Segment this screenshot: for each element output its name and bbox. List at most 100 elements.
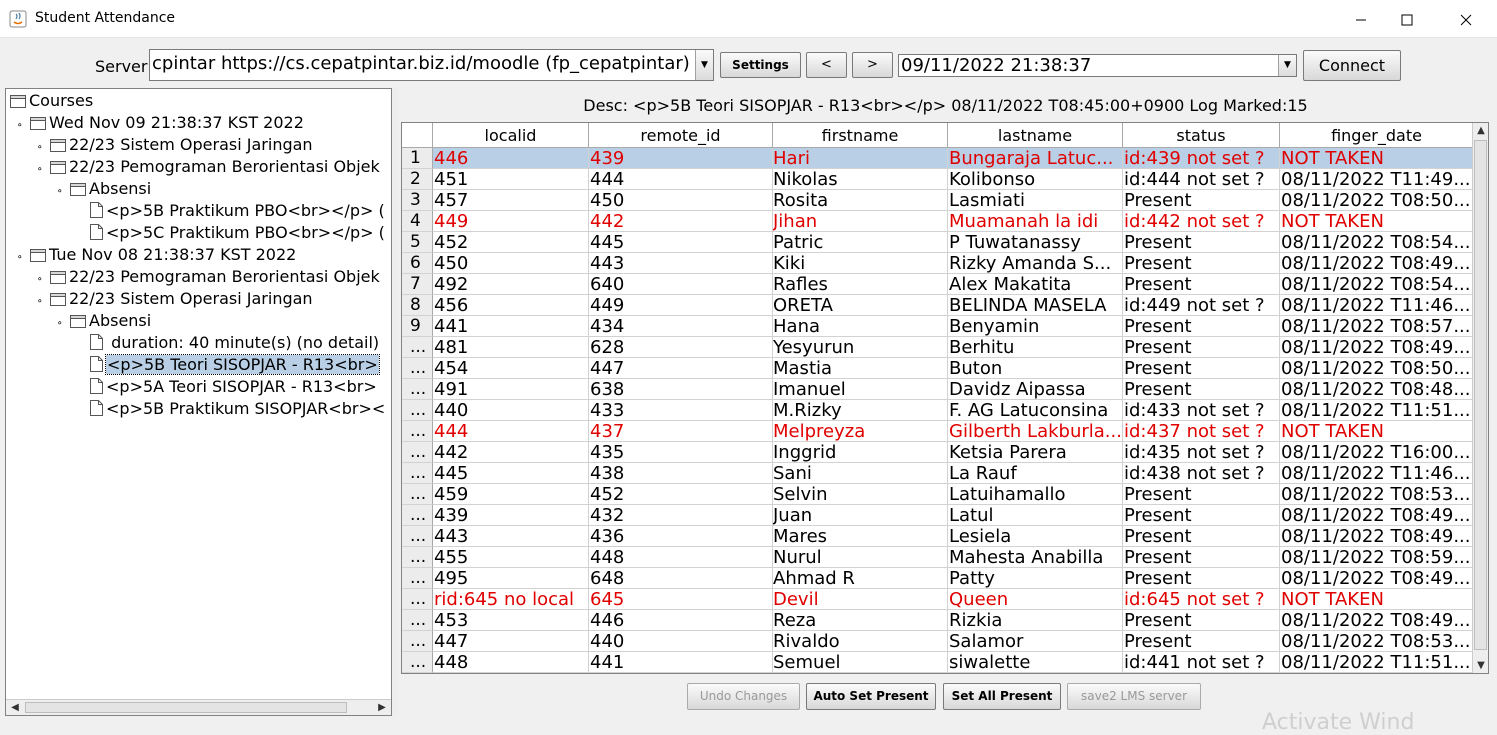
cell-status[interactable]: id:435 not set ? xyxy=(1123,442,1280,463)
cell-finger_date[interactable]: 08/11/2022 T11:49... xyxy=(1280,169,1474,190)
cell-status[interactable]: id:437 not set ? xyxy=(1123,421,1280,442)
cell-remote_id[interactable]: 437 xyxy=(589,421,773,442)
table-row[interactable]: 1 446 439 Hari Bungaraja Latuc... id:439 not… xyxy=(402,148,1474,169)
cell-localid[interactable]: 446 xyxy=(433,148,589,169)
cell-firstname[interactable]: Nurul xyxy=(773,547,948,568)
cell-finger_date[interactable]: 08/11/2022 T11:51... xyxy=(1280,652,1474,673)
cell-finger_date[interactable]: 08/11/2022 T08:53... xyxy=(1280,484,1474,505)
tree-item[interactable]: ⚬ 22/23 Pemograman Berorientasi Objek xyxy=(36,156,380,178)
table-row[interactable]: ... rid:645 no local 645 Devil Queen id:645 n… xyxy=(402,589,1474,610)
cell-lastname[interactable]: Benyamin xyxy=(948,316,1123,337)
cell-localid[interactable]: 451 xyxy=(433,169,589,190)
cell-firstname[interactable]: Nikolas xyxy=(773,169,948,190)
cell-status[interactable]: id:439 not set ? xyxy=(1123,148,1280,169)
column-header-localid[interactable]: localid xyxy=(433,123,589,148)
tree-item[interactable]: Courses xyxy=(10,90,93,112)
table-row[interactable]: ... 442 435 Inggrid Ketsia Parera id:435 not … xyxy=(402,442,1474,463)
cell-status[interactable]: id:645 not set ? xyxy=(1123,589,1280,610)
tree-expand-handle-icon[interactable]: ⚬ xyxy=(36,165,44,175)
cell-localid[interactable]: 459 xyxy=(433,484,589,505)
cell-status[interactable]: id:442 not set ? xyxy=(1123,211,1280,232)
cell-status[interactable]: Present xyxy=(1123,379,1280,400)
tree-item[interactable]: ⚬ Tue Nov 08 21:38:37 KST 2022 xyxy=(16,244,296,266)
cell-firstname[interactable]: Devil xyxy=(773,589,948,610)
cell-firstname[interactable]: Hari xyxy=(773,148,948,169)
next-button[interactable]: > xyxy=(852,52,893,78)
scroll-right-icon[interactable]: ▶ xyxy=(378,702,386,713)
scroll-down-icon[interactable]: ▼ xyxy=(1477,660,1485,671)
cell-remote_id[interactable]: 436 xyxy=(589,526,773,547)
column-header-remote_id[interactable]: remote_id xyxy=(589,123,773,148)
column-header-lastname[interactable]: lastname xyxy=(948,123,1123,148)
column-header-rownum[interactable] xyxy=(402,123,433,148)
cell-lastname[interactable]: BELINDA MASELA xyxy=(948,295,1123,316)
cell-status[interactable]: Present xyxy=(1123,505,1280,526)
cell-status[interactable]: id:449 not set ? xyxy=(1123,295,1280,316)
tree-item[interactable]: ⚬ 22/23 Pemograman Berorientasi Objek xyxy=(36,266,380,288)
tree-item[interactable]: ⚬ 22/23 Sistem Operasi Jaringan xyxy=(36,288,313,310)
cell-finger_date[interactable]: 08/11/2022 T08:57... xyxy=(1280,316,1474,337)
cell-finger_date[interactable]: 08/11/2022 T11:46... xyxy=(1280,295,1474,316)
chevron-down-icon[interactable]: ▼ xyxy=(695,50,713,80)
auto-set-present-button[interactable]: Auto Set Present xyxy=(806,683,936,710)
cell-status[interactable]: id:441 not set ? xyxy=(1123,652,1280,673)
set-all-present-button[interactable]: Set All Present xyxy=(943,683,1061,710)
table-row[interactable]: ... 459 452 Selvin Latuihamallo Present 08/11/… xyxy=(402,484,1474,505)
cell-lastname[interactable]: Buton xyxy=(948,358,1123,379)
table-row[interactable]: ... 443 436 Mares Lesiela Present 08/11/2022 T… xyxy=(402,526,1474,547)
cell-firstname[interactable]: Melpreyza xyxy=(773,421,948,442)
cell-status[interactable]: id:444 not set ? xyxy=(1123,169,1280,190)
cell-lastname[interactable]: Salamor xyxy=(948,631,1123,652)
cell-remote_id[interactable]: 446 xyxy=(589,610,773,631)
cell-status[interactable]: Present xyxy=(1123,610,1280,631)
cell-finger_date[interactable]: NOT TAKEN xyxy=(1280,148,1474,169)
date-select[interactable]: 09/11/2022 21:38:37 ▼ xyxy=(898,54,1297,77)
cell-remote_id[interactable]: 640 xyxy=(589,274,773,295)
cell-firstname[interactable]: Ahmad R xyxy=(773,568,948,589)
cell-firstname[interactable]: Jihan xyxy=(773,211,948,232)
cell-finger_date[interactable]: 08/11/2022 T08:54... xyxy=(1280,274,1474,295)
settings-button[interactable]: Settings xyxy=(720,52,801,78)
tree-item[interactable]: duration: 40 minute(s) (no detail) xyxy=(90,332,379,354)
cell-lastname[interactable]: La Rauf xyxy=(948,463,1123,484)
cell-finger_date[interactable]: NOT TAKEN xyxy=(1280,211,1474,232)
connect-button[interactable]: Connect xyxy=(1303,50,1401,81)
cell-localid[interactable]: 450 xyxy=(433,253,589,274)
table-row[interactable]: 5 452 445 Patric P Tuwatanassy Present 08/11/… xyxy=(402,232,1474,253)
cell-firstname[interactable]: M.Rizky xyxy=(773,400,948,421)
cell-lastname[interactable]: F. AG Latuconsina xyxy=(948,400,1123,421)
cell-firstname[interactable]: Juan xyxy=(773,505,948,526)
cell-finger_date[interactable]: 08/11/2022 T08:54... xyxy=(1280,232,1474,253)
tree-item[interactable]: ⚬ Wed Nov 09 21:38:37 KST 2022 xyxy=(16,112,304,134)
cell-remote_id[interactable]: 648 xyxy=(589,568,773,589)
cell-status[interactable]: Present xyxy=(1123,568,1280,589)
cell-remote_id[interactable]: 435 xyxy=(589,442,773,463)
save-lms-button[interactable]: save2 LMS server xyxy=(1067,683,1201,710)
scroll-thumb[interactable] xyxy=(25,702,347,713)
table-row[interactable]: ... 447 440 Rivaldo Salamor Present 08/11/2022… xyxy=(402,631,1474,652)
cell-remote_id[interactable]: 433 xyxy=(589,400,773,421)
cell-remote_id[interactable]: 450 xyxy=(589,190,773,211)
cell-remote_id[interactable]: 444 xyxy=(589,169,773,190)
cell-finger_date[interactable]: 08/11/2022 T11:51... xyxy=(1280,400,1474,421)
tree-expand-handle-icon[interactable]: ⚬ xyxy=(16,253,24,263)
scroll-up-icon[interactable]: ▲ xyxy=(1477,125,1485,136)
tree-item[interactable]: ⚬ Absensi xyxy=(56,178,151,200)
tree-item[interactable]: ⚬ Absensi xyxy=(56,310,151,332)
scroll-left-icon[interactable]: ◀ xyxy=(11,702,19,713)
cell-remote_id[interactable]: 443 xyxy=(589,253,773,274)
tree-item[interactable]: ⚬ 22/23 Sistem Operasi Jaringan xyxy=(36,134,313,156)
cell-firstname[interactable]: Mares xyxy=(773,526,948,547)
cell-lastname[interactable]: Rizkia xyxy=(948,610,1123,631)
cell-localid[interactable]: 447 xyxy=(433,631,589,652)
cell-remote_id[interactable]: 442 xyxy=(589,211,773,232)
cell-localid[interactable]: 492 xyxy=(433,274,589,295)
cell-status[interactable]: Present xyxy=(1123,526,1280,547)
cell-remote_id[interactable]: 638 xyxy=(589,379,773,400)
cell-localid[interactable]: 441 xyxy=(433,316,589,337)
close-button[interactable] xyxy=(1443,0,1489,38)
table-row[interactable]: ... 481 628 Yesyurun Berhitu Present 08/11/202… xyxy=(402,337,1474,358)
cell-lastname[interactable]: Rizky Amanda S... xyxy=(948,253,1123,274)
cell-finger_date[interactable]: 08/11/2022 T08:59... xyxy=(1280,547,1474,568)
cell-finger_date[interactable]: 08/11/2022 T08:53... xyxy=(1280,631,1474,652)
